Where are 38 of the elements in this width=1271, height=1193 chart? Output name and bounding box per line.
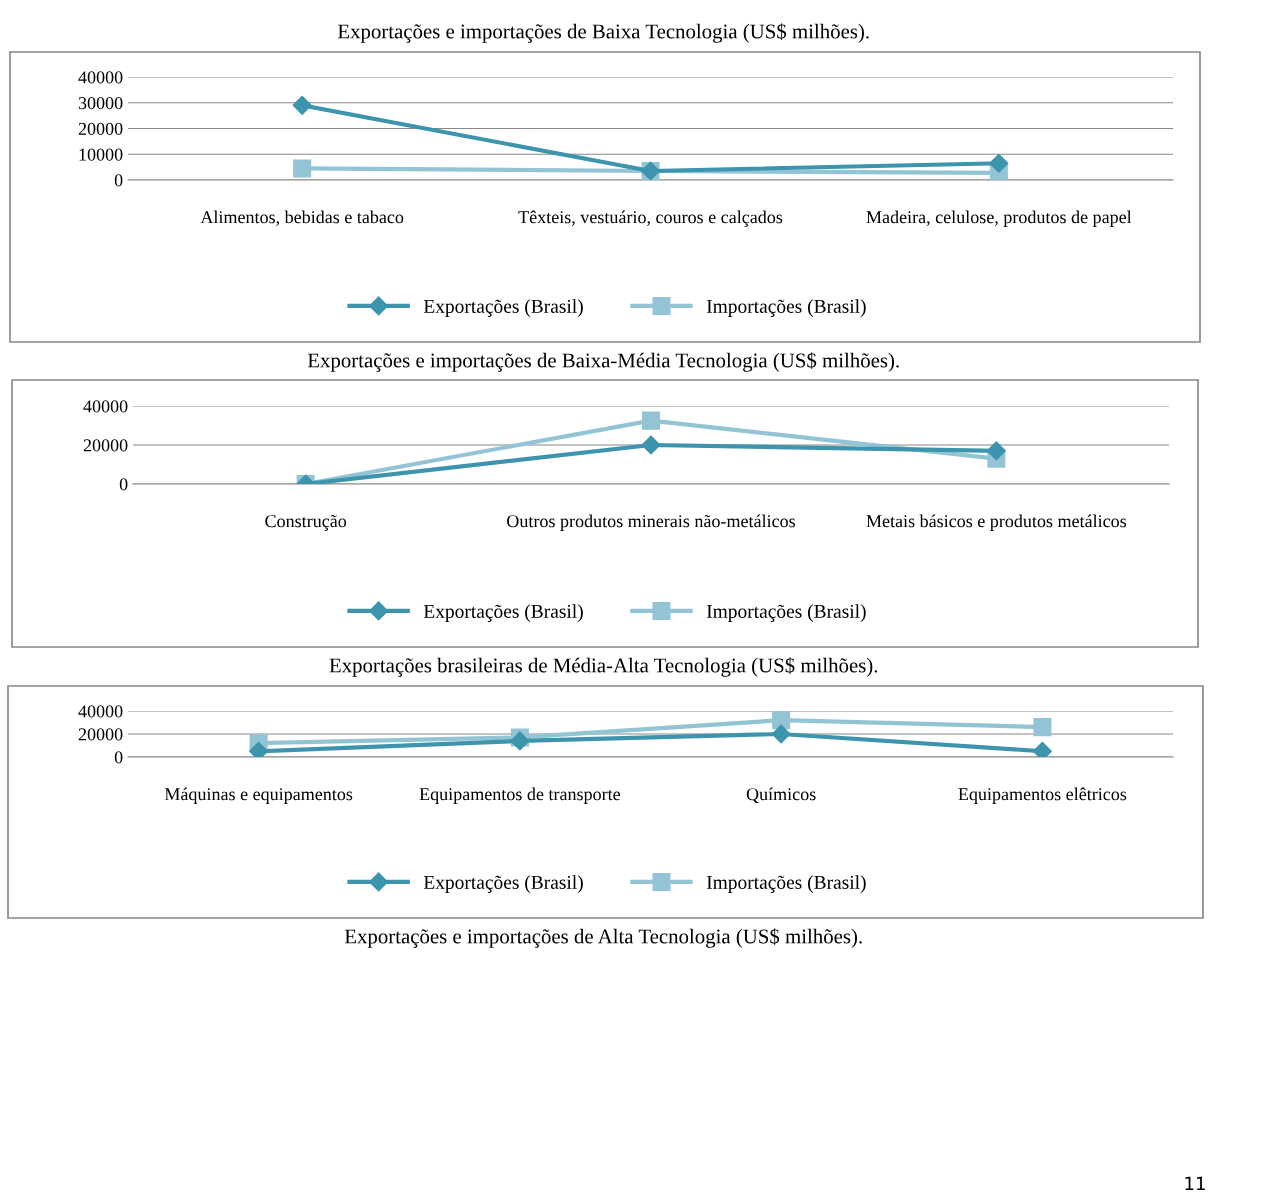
x-tick-label: Alimentos, bebidas e tabaco [200, 210, 404, 226]
point [772, 711, 791, 730]
y-tick-label: 20000 [78, 122, 123, 135]
y-tick-label: 40000 [78, 71, 123, 84]
legend-label: Importações (Brasil) [706, 604, 866, 622]
y-tick-label: 40000 [83, 400, 128, 413]
text: Exportações e importações de Alta Tecnologia (US$ milhões). [344, 928, 862, 948]
x-tick-label: Equipamentos elêtricos [958, 787, 1127, 804]
x-tick-label: Químicos [746, 787, 816, 804]
legend-label: Exportações (Brasil) [423, 299, 583, 317]
y-tick-label: 40000 [78, 705, 123, 718]
x-tick-label: Outros produtos minerais não-metálicos [507, 514, 796, 531]
point [771, 724, 791, 744]
chart-title: Exportações e importações de Baixa-Média Tecnologia (US$ milhões). [307, 352, 899, 372]
x-tick-label: Têxteis, vestuário, couros e calçados [518, 210, 783, 227]
text: 11 [1185, 1176, 1205, 1190]
y-tick-label: 20000 [83, 439, 128, 452]
point [293, 159, 312, 178]
x-tick-label: Metais básicos e produtos metálicos [866, 514, 1127, 531]
x-tick-label: Construção [265, 514, 347, 531]
legend-label: Exportações (Brasil) [423, 875, 583, 893]
point [989, 153, 1009, 173]
x-tick-label: Máquinas e equipamentos [164, 787, 353, 804]
y-tick-label: 0 [114, 174, 123, 187]
x-tick-label: Madeira, celulose, produtos de papel [866, 210, 1132, 227]
y-tick-label: 10000 [79, 148, 123, 161]
y-tick-label: 20000 [78, 728, 123, 741]
y-tick-label: 30000 [78, 97, 123, 110]
y-tick-label: 0 [119, 478, 128, 491]
x-tick-label: Equipamentos de transporte [419, 787, 621, 804]
y-tick-label: 0 [114, 751, 123, 764]
chart-title: Exportações e importações de Baixa Tecnologia (US$ milhões). [337, 23, 869, 43]
legend-label: Importações (Brasil) [706, 299, 866, 317]
point [292, 95, 312, 115]
chart-title: Exportações brasileiras de Média-Alta Tecnologia (US$ milhões). [329, 657, 878, 677]
legend-label: Exportações (Brasil) [423, 604, 583, 622]
legend-label: Importações (Brasil) [706, 875, 866, 893]
point [1033, 718, 1052, 737]
